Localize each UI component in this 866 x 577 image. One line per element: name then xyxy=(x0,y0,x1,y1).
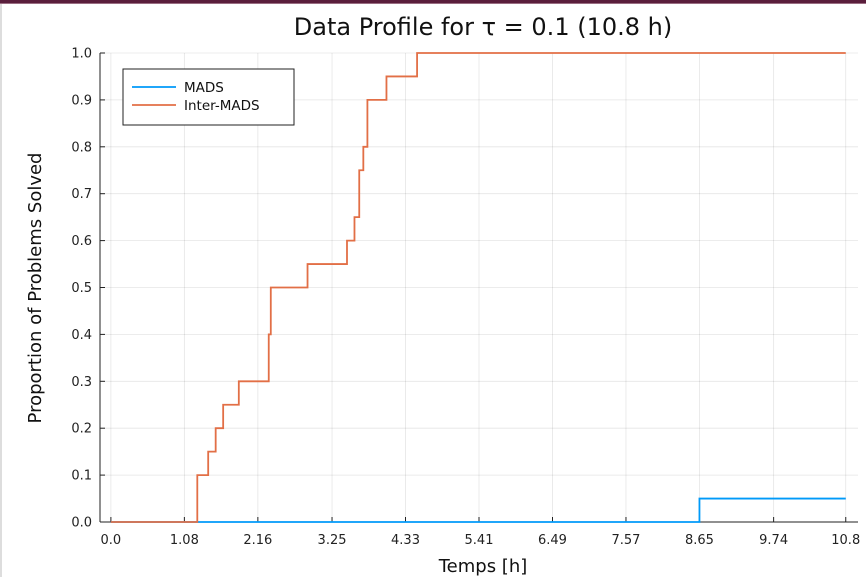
y-tick-label: 0.4 xyxy=(71,328,92,343)
x-tick-label: 6.49 xyxy=(538,533,567,548)
window-left-edge xyxy=(0,4,2,577)
x-tick-label: 9.74 xyxy=(759,533,788,548)
y-tick-label: 0.8 xyxy=(71,140,92,155)
series-line-mads xyxy=(110,497,846,523)
window-top-border xyxy=(0,0,866,3)
y-tick-label: 0.5 xyxy=(71,281,92,296)
y-tick-label: 0.2 xyxy=(71,422,92,437)
y-tick-label: 0.9 xyxy=(71,93,92,108)
y-tick-label: 1.0 xyxy=(71,47,92,62)
legend-label-mads: MADS xyxy=(184,80,224,96)
chart-title: Data Profile for τ = 0.1 (10.8 h) xyxy=(294,13,672,41)
x-tick-label: 10.8 xyxy=(831,533,860,548)
x-tick-label: 5.41 xyxy=(465,533,494,548)
y-tick-label: 0.1 xyxy=(71,469,92,484)
y-axis-label: Proportion of Problems Solved xyxy=(25,153,46,424)
y-tick-label: 0.0 xyxy=(71,516,92,531)
x-tick-label: 8.65 xyxy=(685,533,714,548)
legend: MADS Inter-MADS xyxy=(122,68,295,126)
x-tick-label: 1.08 xyxy=(170,533,199,548)
x-tick-label: 2.16 xyxy=(243,533,272,548)
y-tick-label: 0.7 xyxy=(71,187,92,202)
series-line-inter-mads xyxy=(110,52,846,523)
y-tick-label: 0.6 xyxy=(71,234,92,249)
x-tick-label: 3.25 xyxy=(318,533,347,548)
x-tick-label: 0.0 xyxy=(101,533,122,548)
series-lines xyxy=(110,52,846,523)
x-tick-label: 7.57 xyxy=(611,533,640,548)
legend-label-inter-mads: Inter-MADS xyxy=(184,98,260,114)
x-tick-label: 4.33 xyxy=(391,533,420,548)
legend-box xyxy=(122,68,295,126)
tick-labels: 0.0 1.08 2.16 3.25 4.33 5.41 6.49 7.57 8.65 9.74 1… xyxy=(71,47,860,549)
x-axis-label: Temps [h] xyxy=(438,556,528,577)
y-tick-label: 0.3 xyxy=(71,375,92,390)
window-top-border-shadow xyxy=(0,3,866,4)
